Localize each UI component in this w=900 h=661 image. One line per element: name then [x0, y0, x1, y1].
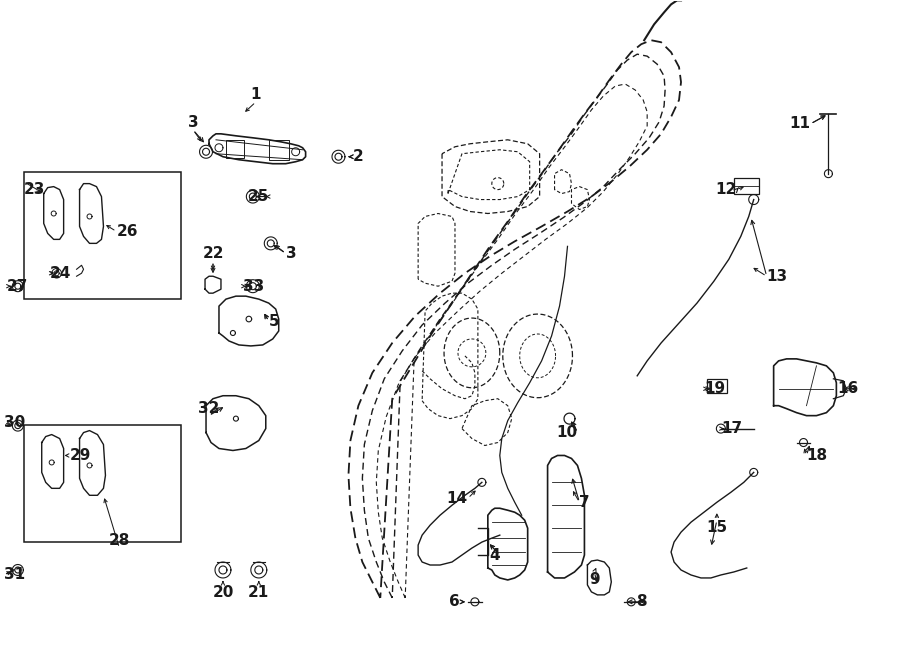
- Text: 24: 24: [50, 266, 71, 281]
- Text: 18: 18: [806, 448, 828, 463]
- Text: 22: 22: [202, 247, 224, 261]
- Text: 6: 6: [449, 594, 460, 609]
- Text: 25: 25: [248, 189, 269, 204]
- Text: 5: 5: [269, 313, 279, 329]
- Text: 13: 13: [767, 269, 788, 284]
- Text: 3: 3: [188, 115, 198, 130]
- Bar: [734, 178, 759, 194]
- Bar: [23, 172, 181, 299]
- Text: 21: 21: [248, 585, 269, 600]
- Text: 2: 2: [353, 149, 364, 164]
- Text: 4: 4: [490, 547, 500, 563]
- Text: 26: 26: [116, 224, 138, 239]
- Text: 3: 3: [285, 246, 296, 261]
- Bar: [226, 140, 244, 158]
- Bar: [269, 140, 289, 160]
- Text: 9: 9: [590, 572, 599, 587]
- Text: 28: 28: [109, 533, 130, 548]
- Text: 1: 1: [250, 87, 261, 102]
- Bar: [706, 379, 727, 393]
- Text: 10: 10: [556, 425, 578, 440]
- Text: 33: 33: [243, 279, 264, 293]
- Text: 14: 14: [446, 490, 468, 506]
- Text: 8: 8: [636, 594, 647, 609]
- Text: 11: 11: [789, 116, 811, 132]
- Text: 12: 12: [716, 182, 737, 197]
- Text: 32: 32: [198, 401, 220, 416]
- Text: 7: 7: [580, 495, 590, 510]
- Text: 19: 19: [704, 381, 725, 396]
- Text: 27: 27: [7, 279, 28, 293]
- Text: 29: 29: [69, 448, 91, 463]
- Text: 15: 15: [706, 520, 727, 535]
- Text: 23: 23: [23, 182, 45, 196]
- Text: 30: 30: [4, 415, 25, 430]
- Bar: [23, 424, 181, 542]
- Text: 17: 17: [721, 421, 742, 436]
- Text: 31: 31: [4, 567, 25, 582]
- Text: 20: 20: [212, 585, 234, 600]
- Text: 16: 16: [837, 381, 859, 396]
